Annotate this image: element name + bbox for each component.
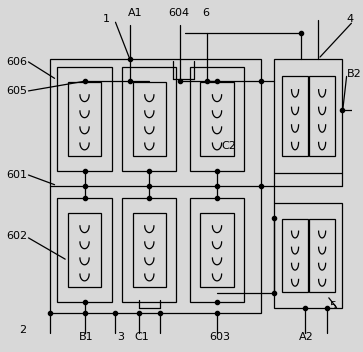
Bar <box>200 82 234 156</box>
Bar <box>68 82 101 156</box>
Text: A2: A2 <box>299 332 314 341</box>
Text: 6: 6 <box>203 8 209 18</box>
Bar <box>190 198 244 302</box>
Bar <box>122 67 176 171</box>
Text: 602: 602 <box>6 231 27 241</box>
Bar <box>200 213 234 287</box>
Bar <box>274 203 342 308</box>
Bar <box>57 198 111 302</box>
Text: 606: 606 <box>6 57 27 67</box>
Bar <box>68 213 101 287</box>
Text: B1: B1 <box>79 332 93 341</box>
Bar <box>57 67 111 171</box>
Bar <box>309 219 335 292</box>
Text: 1: 1 <box>103 14 110 24</box>
Bar <box>122 198 176 302</box>
Bar <box>132 82 166 156</box>
Text: 2: 2 <box>19 325 26 335</box>
Bar <box>50 59 261 313</box>
Bar <box>274 59 342 173</box>
Text: B2: B2 <box>347 69 361 78</box>
Text: 604: 604 <box>169 8 190 18</box>
Text: 5: 5 <box>329 301 336 310</box>
Text: C1: C1 <box>135 332 150 341</box>
Text: 603: 603 <box>209 332 230 341</box>
Bar <box>190 67 244 171</box>
Text: A1: A1 <box>128 8 143 18</box>
Text: 605: 605 <box>6 86 27 96</box>
Text: 3: 3 <box>117 332 125 341</box>
Bar <box>132 213 166 287</box>
Bar <box>282 219 308 292</box>
Text: C2: C2 <box>222 141 237 151</box>
Text: 4: 4 <box>347 14 354 24</box>
Bar <box>309 76 335 156</box>
Bar <box>282 76 308 156</box>
Text: 601: 601 <box>6 170 27 180</box>
